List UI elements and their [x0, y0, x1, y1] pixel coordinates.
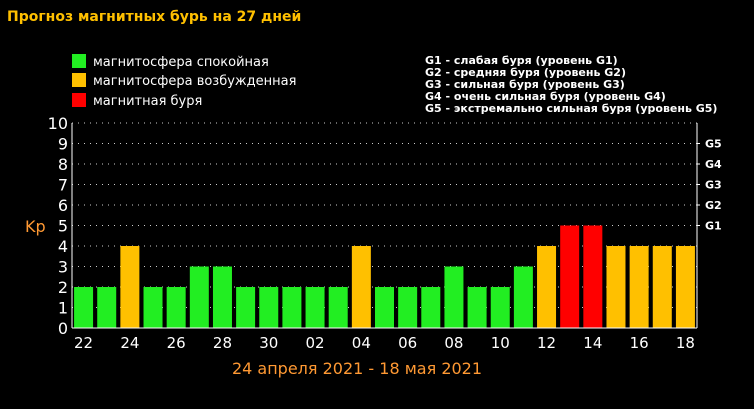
legend-label-storm: магнитная буря: [93, 94, 202, 109]
g-tick-label-g3: G3: [705, 179, 722, 192]
y-tick-label: 1: [58, 299, 68, 318]
g-tick-label-g4: G4: [705, 158, 722, 171]
g-level-g1: G1 - слабая буря (уровень G1): [425, 54, 618, 67]
x-tick-label: 04: [352, 334, 371, 352]
bar-09: [467, 287, 487, 328]
x-tick-label: 12: [537, 334, 556, 352]
x-tick-label: 16: [630, 334, 649, 352]
bar-26: [166, 287, 186, 328]
bar-23: [97, 287, 117, 328]
x-tick-label: 10: [491, 334, 510, 352]
bar-04: [351, 246, 371, 328]
bar-16: [629, 246, 649, 328]
x-tick-label: 08: [444, 334, 463, 352]
legend-label-excited: магнитосфера возбужденная: [93, 74, 296, 89]
g-tick-label-g5: G5: [705, 138, 722, 151]
g-level-g2: G2 - средняя буря (уровень G2): [425, 66, 626, 79]
y-tick-label: 2: [58, 278, 68, 297]
x-tick-label: 30: [259, 334, 278, 352]
legend-swatch-quiet: [72, 54, 86, 68]
y-tick-label: 10: [48, 114, 68, 133]
x-tick-label: 18: [676, 334, 695, 352]
chart-title: Прогноз магнитных бурь на 27 дней: [7, 9, 301, 25]
bar-28: [212, 266, 232, 328]
bar-11: [513, 266, 533, 328]
y-tick-label: 5: [58, 217, 68, 236]
bar-27: [189, 266, 209, 328]
date-range-label: 24 апреля 2021 - 18 мая 2021: [232, 359, 482, 378]
bar-24: [120, 246, 140, 328]
y-tick-label: 8: [58, 155, 68, 174]
bar-08: [444, 266, 464, 328]
bar-05: [375, 287, 394, 328]
g-level-g3: G3 - сильная буря (уровень G3): [425, 78, 625, 91]
y-axis-label: Kp: [25, 217, 46, 236]
bar-01: [282, 287, 302, 328]
legend-swatch-storm: [72, 93, 86, 107]
g-level-legend: G1 - слабая буря (уровень G1) G2 - средн…: [425, 54, 717, 115]
x-tick-label: 14: [583, 334, 602, 352]
legend: магнитосфера спокойная магнитосфера возб…: [72, 54, 296, 109]
bar-10: [490, 287, 510, 328]
y-tick-label: 4: [58, 237, 68, 256]
g-tick-label-g2: G2: [705, 199, 722, 212]
x-tick-label: 24: [120, 334, 139, 352]
g-tick-label-g1: G1: [705, 220, 722, 233]
legend-swatch-excited: [72, 73, 86, 87]
bar-22: [74, 287, 94, 328]
y-tick-label: 7: [58, 176, 68, 195]
bar-18: [675, 246, 695, 328]
bar-02: [305, 287, 325, 328]
bar-13: [560, 225, 580, 328]
legend-label-quiet: магнитосфера спокойная: [93, 55, 269, 70]
y-tick-label: 3: [58, 258, 68, 277]
bar-14: [583, 225, 603, 328]
bar-06: [398, 287, 418, 328]
x-tick-label: 06: [398, 334, 417, 352]
bar-12: [537, 246, 557, 328]
y-tick-label: 6: [58, 196, 68, 215]
x-tick-label: 22: [74, 334, 93, 352]
bar-07: [421, 287, 441, 328]
bar-25: [143, 287, 163, 328]
bar-17: [652, 246, 672, 328]
x-tick-label: 26: [167, 334, 186, 352]
y-tick-label: 9: [58, 135, 68, 154]
x-tick-label: 28: [213, 334, 232, 352]
bar-30: [259, 287, 279, 328]
x-tick-label: 02: [306, 334, 325, 352]
bar-03: [328, 287, 348, 328]
y-tick-label: 0: [58, 319, 68, 338]
bar-29: [236, 287, 256, 328]
g-level-g5: G5 - экстремально сильная буря (уровень …: [425, 102, 717, 115]
g-level-g4: G4 - очень сильная буря (уровень G4): [425, 90, 666, 103]
bar-15: [606, 246, 626, 328]
